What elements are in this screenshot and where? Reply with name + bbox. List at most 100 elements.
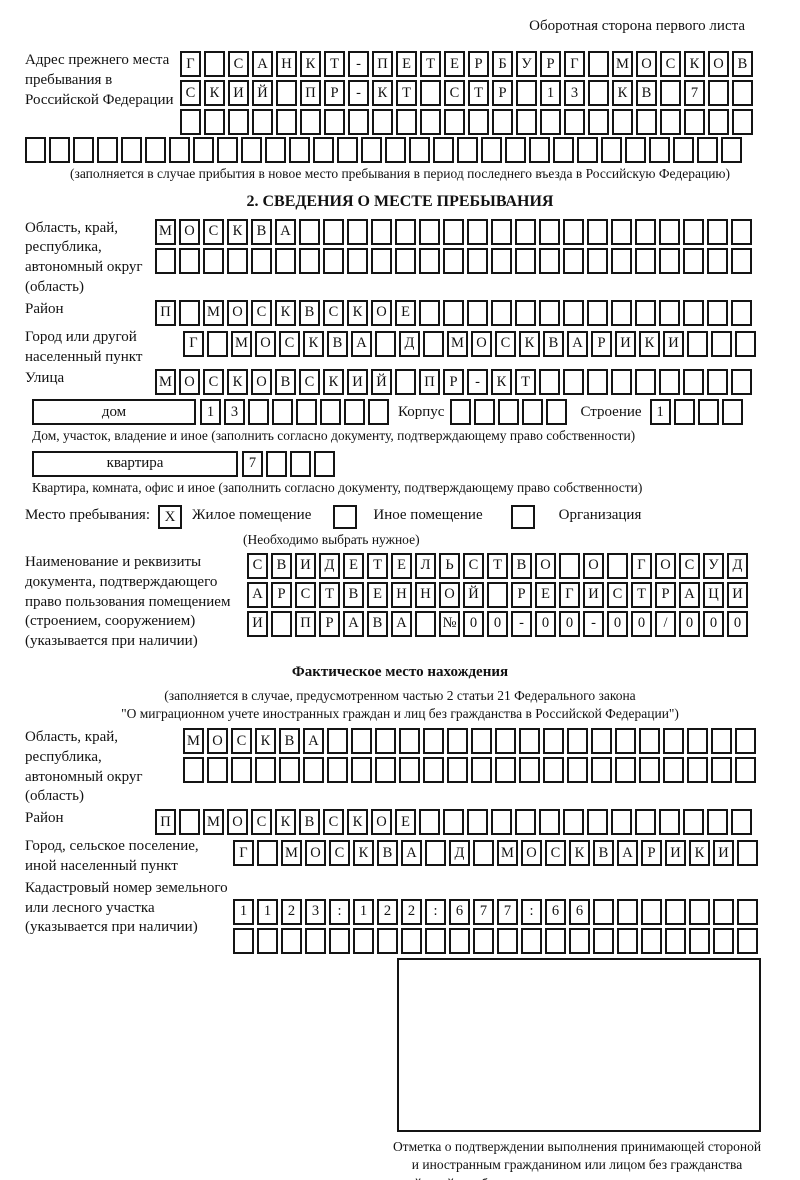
form-cell <box>457 137 478 163</box>
form-cell <box>588 51 609 77</box>
form-cell <box>121 137 142 163</box>
field-previous-address: Адрес прежнего места пребывания в Россий… <box>25 51 775 135</box>
form-cell: Ь <box>439 552 460 579</box>
form-cell <box>399 728 420 755</box>
form-cell <box>305 927 326 954</box>
form-cell <box>415 610 436 637</box>
form-cell: - <box>348 51 369 77</box>
form-cell <box>563 809 584 836</box>
form-cell <box>419 218 440 245</box>
form-cell: П <box>300 80 321 106</box>
previous-address-row-4 <box>25 137 775 163</box>
form-cell <box>361 137 382 163</box>
form-cell: С <box>660 51 681 77</box>
form-cell <box>73 137 94 163</box>
form-cell <box>707 218 728 245</box>
form-cell <box>707 247 728 274</box>
form-cell: Р <box>655 581 676 608</box>
form-cell <box>519 757 540 784</box>
form-cell <box>529 137 550 163</box>
form-cell: О <box>655 552 676 579</box>
form-cell: В <box>377 840 398 867</box>
form-cell <box>207 330 228 357</box>
form-cell: 0 <box>703 610 724 637</box>
form-cell <box>303 757 324 784</box>
form-cell: 0 <box>463 610 484 637</box>
form-cell <box>347 218 368 245</box>
form-cell: Е <box>396 51 417 77</box>
form-cell <box>97 137 118 163</box>
section2-title: 2. СВЕДЕНИЯ О МЕСТЕ ПРЕБЫВАНИЯ <box>246 192 554 210</box>
form-cell <box>443 218 464 245</box>
form-cell: Г <box>559 581 580 608</box>
form-cell: О <box>636 51 657 77</box>
form-cell: : <box>521 898 542 925</box>
form-cell: № <box>439 610 460 637</box>
form-cell <box>276 80 297 106</box>
form-cell <box>395 247 416 274</box>
form-cell <box>497 927 518 954</box>
checkbox-zhiloe: X <box>158 505 182 530</box>
form-cell: М <box>203 299 224 326</box>
form-cell: Т <box>396 80 417 106</box>
form-cell: 0 <box>487 610 508 637</box>
form-cell: Е <box>395 809 416 836</box>
form-cell: В <box>251 218 272 245</box>
form-cell <box>697 137 718 163</box>
form-cell <box>611 369 632 396</box>
oblast-row-2 <box>155 247 755 274</box>
form-cell <box>395 369 416 396</box>
form-cell: В <box>543 330 564 357</box>
form-cell: О <box>255 330 276 357</box>
form-cell: К <box>275 809 296 836</box>
form-cell <box>540 109 561 135</box>
form-cell: 1 <box>649 399 671 426</box>
form-cell: И <box>727 581 748 608</box>
form-cell <box>587 299 608 326</box>
form-cell: К <box>353 840 374 867</box>
form-cell <box>683 218 704 245</box>
form-cell: П <box>419 369 440 396</box>
form-cell <box>711 330 732 357</box>
form-cell: П <box>295 610 316 637</box>
form-cell <box>443 809 464 836</box>
form-cell: И <box>347 369 368 396</box>
form-cell <box>721 137 742 163</box>
form-cell <box>515 809 536 836</box>
form-cell <box>516 109 537 135</box>
option-zhiloe-label: Жилое помещение <box>192 507 312 524</box>
kvartira-caption: Квартира, комната, офис и иное (заполнит… <box>32 479 643 495</box>
form-cell: С <box>251 299 272 326</box>
form-cell: У <box>703 552 724 579</box>
form-cell <box>179 809 200 836</box>
form-cell <box>425 927 446 954</box>
form-cell: К <box>227 218 248 245</box>
form-cell <box>468 109 489 135</box>
form-cell: Р <box>324 80 345 106</box>
form-cell <box>545 927 566 954</box>
form-cell <box>516 80 537 106</box>
form-cell: А <box>275 218 296 245</box>
field-kadastr: Кадастровый номер земельного или лесного… <box>25 879 775 954</box>
form-cell: С <box>323 299 344 326</box>
form-cell <box>207 757 228 784</box>
form-cell: С <box>329 840 350 867</box>
form-cell: И <box>247 610 268 637</box>
form-cell: 0 <box>535 610 556 637</box>
field-oblast: Область, край, республика, автономный ок… <box>25 218 775 298</box>
form-cell: Н <box>276 51 297 77</box>
form-cell: К <box>323 369 344 396</box>
form-cell <box>327 728 348 755</box>
raion-label: Район <box>25 300 64 317</box>
form-cell <box>567 728 588 755</box>
form-cell: 6 <box>545 898 566 925</box>
form-cell <box>707 299 728 326</box>
form-cell <box>385 137 406 163</box>
form-cell <box>735 757 756 784</box>
kvartira-row: 7 <box>242 450 338 477</box>
form-cell <box>569 927 590 954</box>
form-cell <box>473 927 494 954</box>
